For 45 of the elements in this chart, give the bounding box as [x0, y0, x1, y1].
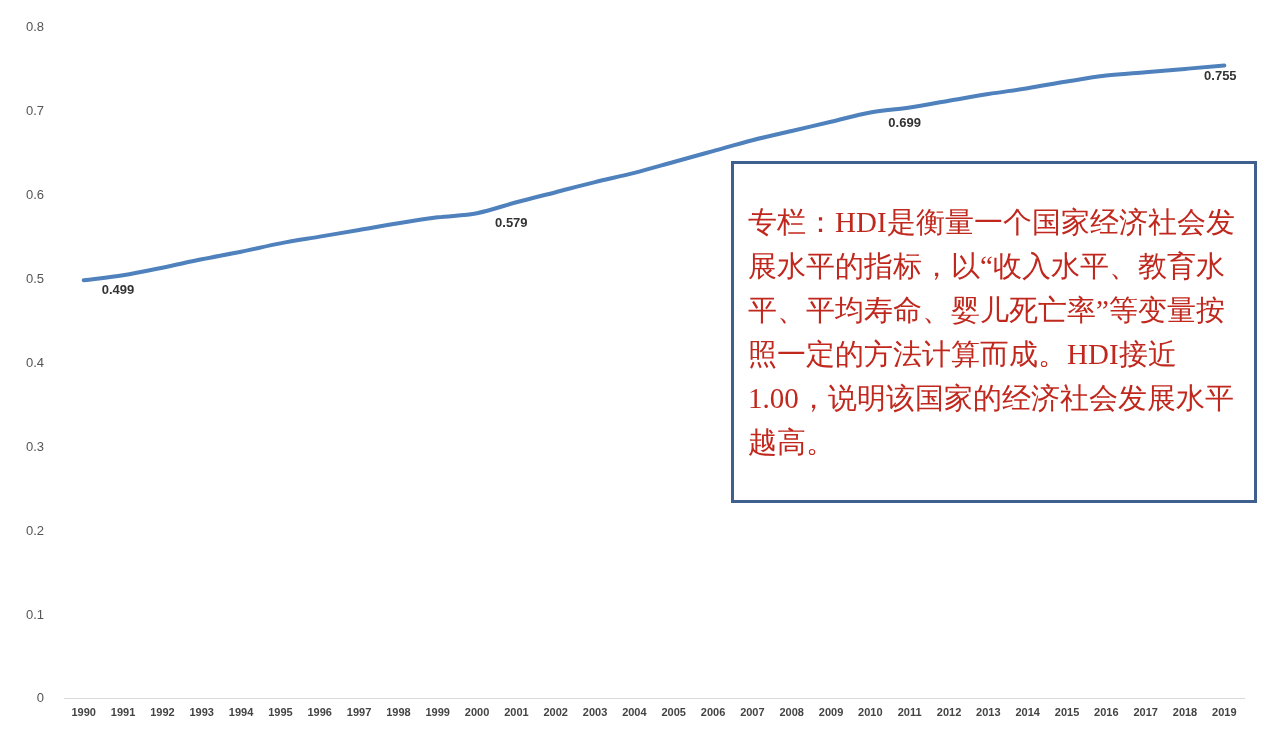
- y-tick-label: 0.6: [25, 187, 45, 203]
- data-label: 0.699: [888, 114, 921, 130]
- x-tick-label: 2000: [464, 706, 490, 719]
- y-tick-label: 0.1: [25, 606, 45, 622]
- annotation: 专栏：HDI是衡量一个国家经济社会发展水平的指标，以“收入水平、教育水平、平均寿命、婴儿死亡率”等变量按照一定的方法计算而成。HDI接近1.00，说明该国家的经济社会发展水平越高。: [748, 205, 1236, 460]
- text-box: 专栏：HDI是衡量一个国家经济社会发展水平的指标，以“收入水平、教育水平、平均寿命、婴儿死亡率”等变量按照一定的方法计算而成。HDI接近1.00，说明该国家的经济社会发展水平越高。: [731, 161, 1257, 503]
- x-tick-label: 1990: [71, 706, 96, 719]
- x-tick-label: 1991: [110, 706, 136, 719]
- x-tick-label: 2007: [740, 706, 765, 719]
- x-tick-label: 2018: [1172, 706, 1198, 719]
- x-tick-label: 1993: [189, 706, 214, 719]
- x-tick-label: 2014: [1015, 706, 1041, 719]
- x-tick-label: 2001: [504, 706, 529, 719]
- y-tick-label: 0.5: [25, 271, 45, 286]
- x-tick-label: 1996: [307, 706, 332, 719]
- x-tick-label: 2005: [661, 706, 686, 719]
- x-tick-label: 1999: [425, 706, 450, 719]
- x-tick-label: 2002: [543, 706, 568, 719]
- y-tick-label: 0.2: [25, 522, 45, 538]
- x-tick-label: 1992: [150, 706, 175, 719]
- x-tick-label: 2019: [1212, 706, 1237, 719]
- x-tick-label: 1994: [228, 706, 255, 719]
- x-tick-label: 2016: [1094, 706, 1119, 719]
- x-tick-label: 2006: [700, 706, 726, 719]
- x-tick-label: 1995: [268, 706, 293, 719]
- x-tick-label: 2012: [936, 706, 962, 719]
- x-tick-label: 2011: [897, 706, 922, 719]
- data-label: 0.579: [495, 215, 528, 231]
- y-tick-label: 0.8: [25, 19, 45, 35]
- y-tick-label: 0.3: [25, 438, 45, 454]
- x-tick-label: 2003: [582, 706, 608, 719]
- x-tick-label: 2017: [1133, 706, 1158, 719]
- x-tick-label: 1997: [346, 706, 372, 719]
- x-tick-label: 2010: [858, 706, 883, 719]
- x-tick-label: 2015: [1054, 706, 1080, 719]
- x-tick-label: 2004: [622, 706, 648, 719]
- x-tick-label: 1998: [386, 706, 411, 719]
- y-tick-label: 0: [36, 690, 45, 706]
- x-tick-label: 2008: [779, 706, 804, 719]
- data-label: 0.499: [101, 282, 135, 298]
- data-label: 0.755: [1204, 67, 1237, 83]
- x-tick-label: 2013: [976, 706, 1001, 719]
- x-tick-label: 2009: [818, 706, 844, 719]
- y-tick-label: 0.7: [25, 103, 45, 119]
- y-tick-label: 0.4: [25, 354, 45, 370]
